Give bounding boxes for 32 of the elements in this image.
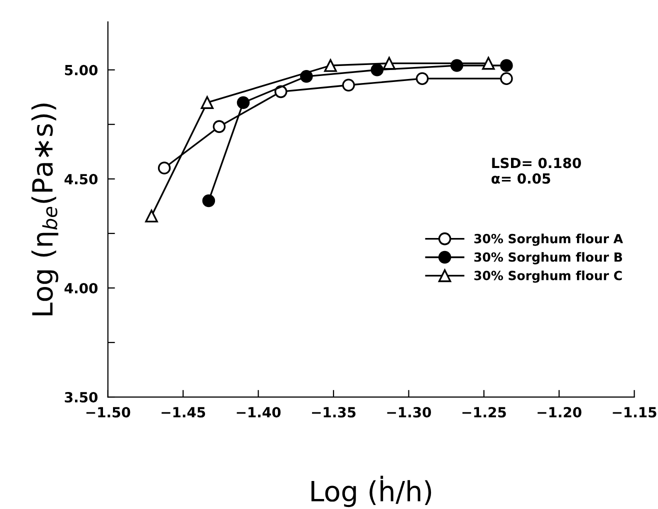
x-axis-title: Log (ḣ/h): [311, 476, 432, 508]
point: [382, 56, 396, 70]
point: [212, 120, 226, 133]
point: [200, 96, 214, 109]
point: [324, 59, 337, 72]
x-tick-label: −1.40: [236, 406, 281, 418]
point: [482, 56, 495, 70]
x-tick-label: −1.25: [462, 406, 506, 418]
point: [500, 72, 513, 85]
y-tick-label: 3.50: [64, 392, 98, 402]
y-tick-label: 4.50: [64, 174, 98, 184]
point: [236, 96, 250, 109]
point: [145, 210, 158, 222]
y-tick-label: 4.00: [64, 282, 98, 294]
point: [342, 78, 355, 92]
x-tick-label: −1.45: [162, 407, 206, 418]
legend-label: 30% Sorghum flour A: [474, 234, 624, 246]
point: [416, 72, 429, 85]
y-axis-title: Log (η$_{be}$(Pa∗s)): [31, 104, 58, 316]
x-tick-label: −1.35: [312, 406, 356, 418]
point: [158, 162, 171, 174]
x-tick-label: −1.30: [387, 406, 431, 418]
point: [370, 63, 384, 76]
annotation: LSD= 0.180 α= 0.05: [492, 158, 582, 184]
point: [202, 194, 216, 208]
point: [500, 59, 513, 72]
x-tick-label: −1.20: [538, 406, 582, 418]
legend-label: 30% Sorghum flour C: [474, 270, 622, 283]
y-tick-label: 5.00: [64, 64, 98, 76]
legend-label: 30% Sorghum flour B: [474, 252, 622, 264]
x-tick-label: −1.15: [612, 407, 656, 418]
x-tick-label: −1.50: [86, 406, 130, 418]
